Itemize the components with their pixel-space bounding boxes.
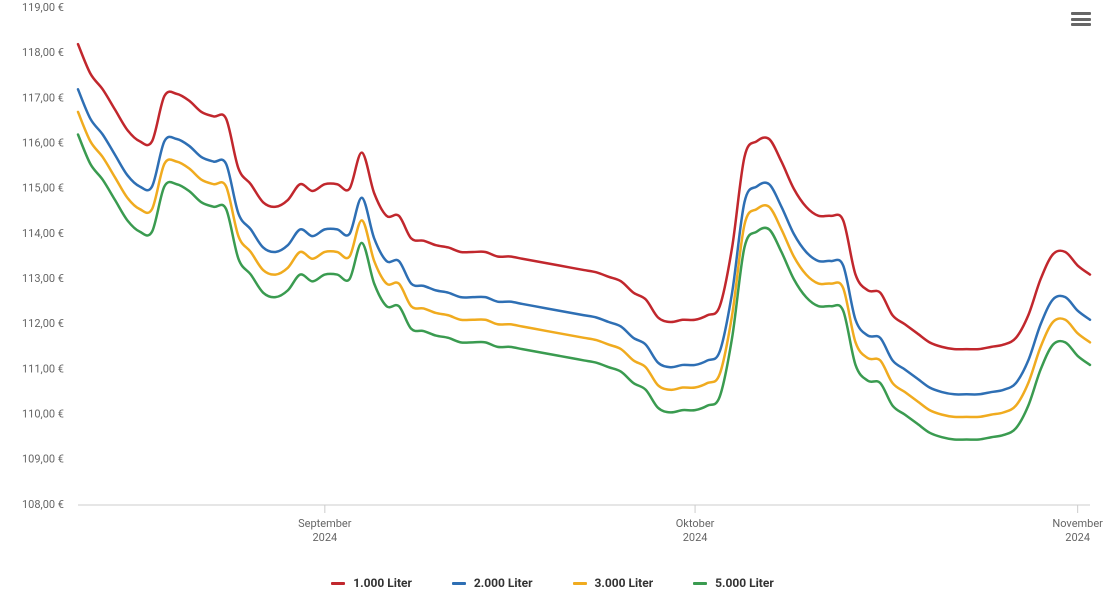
x-tick-label: November bbox=[1052, 517, 1103, 530]
x-tick-label: September bbox=[298, 517, 352, 530]
x-tick-label: 2024 bbox=[312, 531, 337, 544]
legend-label: 1.000 Liter bbox=[353, 576, 412, 590]
legend-label: 2.000 Liter bbox=[474, 576, 533, 590]
y-tick-label: 119,00 € bbox=[22, 1, 64, 14]
y-tick-label: 108,00 € bbox=[22, 498, 64, 511]
y-tick-label: 109,00 € bbox=[22, 453, 64, 466]
series-line[interactable] bbox=[78, 112, 1090, 417]
y-tick-label: 114,00 € bbox=[22, 227, 64, 240]
legend-swatch bbox=[452, 582, 466, 585]
x-tick-label: 2024 bbox=[1065, 531, 1090, 544]
legend: 1.000 Liter 2.000 Liter 3.000 Liter 5.000 L… bbox=[0, 576, 1105, 590]
y-tick-label: 118,00 € bbox=[22, 46, 64, 59]
y-tick-label: 110,00 € bbox=[22, 408, 64, 421]
x-tick-label: 2024 bbox=[683, 531, 708, 544]
chart-svg: 108,00 € 109,00 € 110,00 € 111,00 € 112,00 €… bbox=[0, 0, 1105, 602]
legend-label: 3.000 Liter bbox=[595, 576, 654, 590]
legend-swatch bbox=[693, 582, 707, 585]
y-tick-label: 113,00 € bbox=[22, 272, 64, 285]
legend-label: 5.000 Liter bbox=[715, 576, 774, 590]
y-tick-label: 117,00 € bbox=[22, 91, 64, 104]
legend-swatch bbox=[331, 582, 345, 585]
legend-swatch bbox=[573, 582, 587, 585]
y-tick-label: 112,00 € bbox=[22, 317, 64, 330]
legend-item[interactable]: 3.000 Liter bbox=[573, 576, 654, 590]
legend-item[interactable]: 5.000 Liter bbox=[693, 576, 774, 590]
y-tick-label: 111,00 € bbox=[22, 362, 64, 375]
price-chart: 108,00 € 109,00 € 110,00 € 111,00 € 112,00 €… bbox=[0, 0, 1105, 602]
y-tick-label: 116,00 € bbox=[22, 136, 64, 149]
legend-item[interactable]: 1.000 Liter bbox=[331, 576, 412, 590]
y-tick-label: 115,00 € bbox=[22, 182, 64, 195]
x-tick-label: Oktober bbox=[676, 517, 715, 530]
legend-item[interactable]: 2.000 Liter bbox=[452, 576, 533, 590]
